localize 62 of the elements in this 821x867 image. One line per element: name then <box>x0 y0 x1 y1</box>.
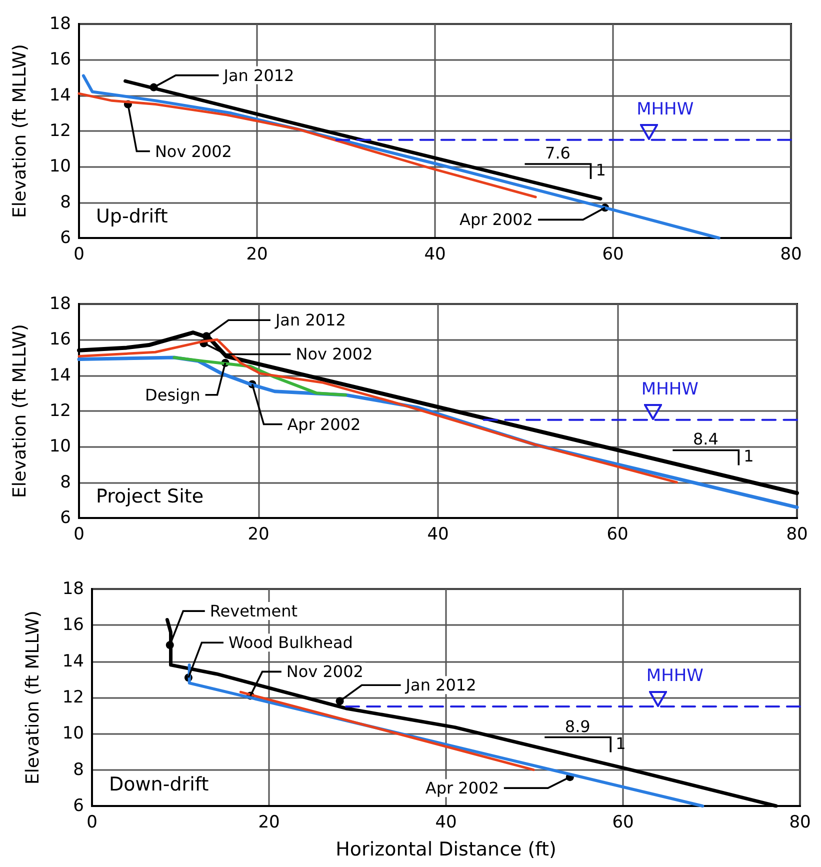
y-tick-label: 14 <box>62 651 84 672</box>
x-tick-label: 0 <box>74 244 84 264</box>
y-axis-title: Elevation (ft MLLW) <box>10 44 30 218</box>
annotation: Jan 2012 <box>222 66 294 85</box>
x-axis-title: Horizontal Distance (ft) <box>336 838 556 860</box>
y-tick-label: 6 <box>60 508 71 528</box>
x-tick-label: 40 <box>427 524 449 544</box>
y-tick-label: 6 <box>60 228 71 248</box>
series-label: MHHW <box>646 666 704 686</box>
y-tick-label: 6 <box>73 796 84 816</box>
y-tick-label: 16 <box>49 330 71 350</box>
x-tick-label: 0 <box>74 524 84 544</box>
x-tick-label: 80 <box>786 524 808 544</box>
annotation: Wood Bulkhead <box>228 633 353 652</box>
y-tick-label: 10 <box>62 724 84 744</box>
annotation: Nov 2002 <box>154 142 232 161</box>
series-label: MHHW <box>636 99 694 120</box>
y-tick-label: 12 <box>49 401 71 421</box>
y-tick-label: 10 <box>49 436 71 457</box>
x-tick-label: 60 <box>606 524 628 544</box>
annotation: Revetment <box>210 602 298 621</box>
annotation: Nov 2002 <box>296 344 373 364</box>
y-axis-title: Elevation (ft MLLW) <box>22 610 44 784</box>
annotation: Apr 2002 <box>425 778 499 798</box>
annotation: 8.4 <box>692 430 718 449</box>
x-tick-label: 60 <box>612 812 634 832</box>
x-tick-label: 20 <box>258 812 280 832</box>
y-tick-label: 18 <box>62 579 84 599</box>
x-tick-label: 80 <box>789 812 811 832</box>
y-tick-label: 12 <box>49 121 71 141</box>
y-tick-label: 14 <box>49 365 71 386</box>
x-tick-label: 80 <box>780 244 802 264</box>
y-tick-label: 8 <box>73 760 84 780</box>
annotation: Design <box>145 385 200 404</box>
annotation: Nov 2002 <box>286 662 364 682</box>
y-tick-label: 10 <box>49 156 71 177</box>
annotation: 7.6 <box>545 143 570 162</box>
annotation: 8.9 <box>564 716 590 736</box>
y-tick-label: 8 <box>60 192 71 212</box>
x-tick-label: 0 <box>86 812 98 832</box>
y-axis-title: Elevation (ft MLLW) <box>10 324 30 498</box>
x-tick-label: 20 <box>246 244 268 264</box>
x-tick-label: 20 <box>248 524 270 544</box>
y-tick-label: 8 <box>60 472 71 492</box>
x-tick-label: 40 <box>435 812 457 832</box>
y-tick-label: 12 <box>62 688 84 708</box>
x-tick-label: 60 <box>602 244 624 264</box>
y-tick-label: 16 <box>49 50 71 70</box>
y-tick-label: 14 <box>49 85 71 106</box>
text: Project Site <box>96 486 204 508</box>
x-tick-label: 40 <box>424 244 446 264</box>
annotation: Jan 2012 <box>404 676 476 695</box>
text: Down-drift <box>109 774 209 796</box>
series-label: MHHW <box>641 379 699 400</box>
y-tick-label: 16 <box>62 615 84 636</box>
annotation: Apr 2002 <box>460 210 533 230</box>
y-tick-label: 18 <box>49 294 71 314</box>
annotation: Apr 2002 <box>287 414 361 434</box>
annotation: 1 <box>744 446 754 466</box>
text: Up-drift <box>96 206 168 228</box>
y-tick-label: 18 <box>49 14 71 34</box>
annotation: Jan 2012 <box>274 310 346 330</box>
